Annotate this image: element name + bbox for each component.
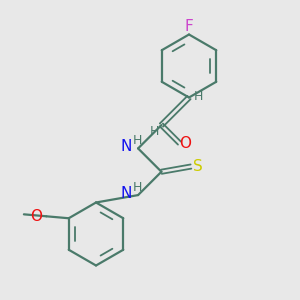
Text: H: H <box>150 124 160 138</box>
Text: H: H <box>133 181 142 194</box>
Text: H: H <box>193 89 203 103</box>
Text: O: O <box>30 209 42 224</box>
Text: N: N <box>120 186 131 201</box>
Text: H: H <box>133 134 142 147</box>
Text: S: S <box>193 159 202 174</box>
Text: N: N <box>120 140 131 154</box>
Text: O: O <box>179 136 191 151</box>
Text: F: F <box>184 19 194 34</box>
